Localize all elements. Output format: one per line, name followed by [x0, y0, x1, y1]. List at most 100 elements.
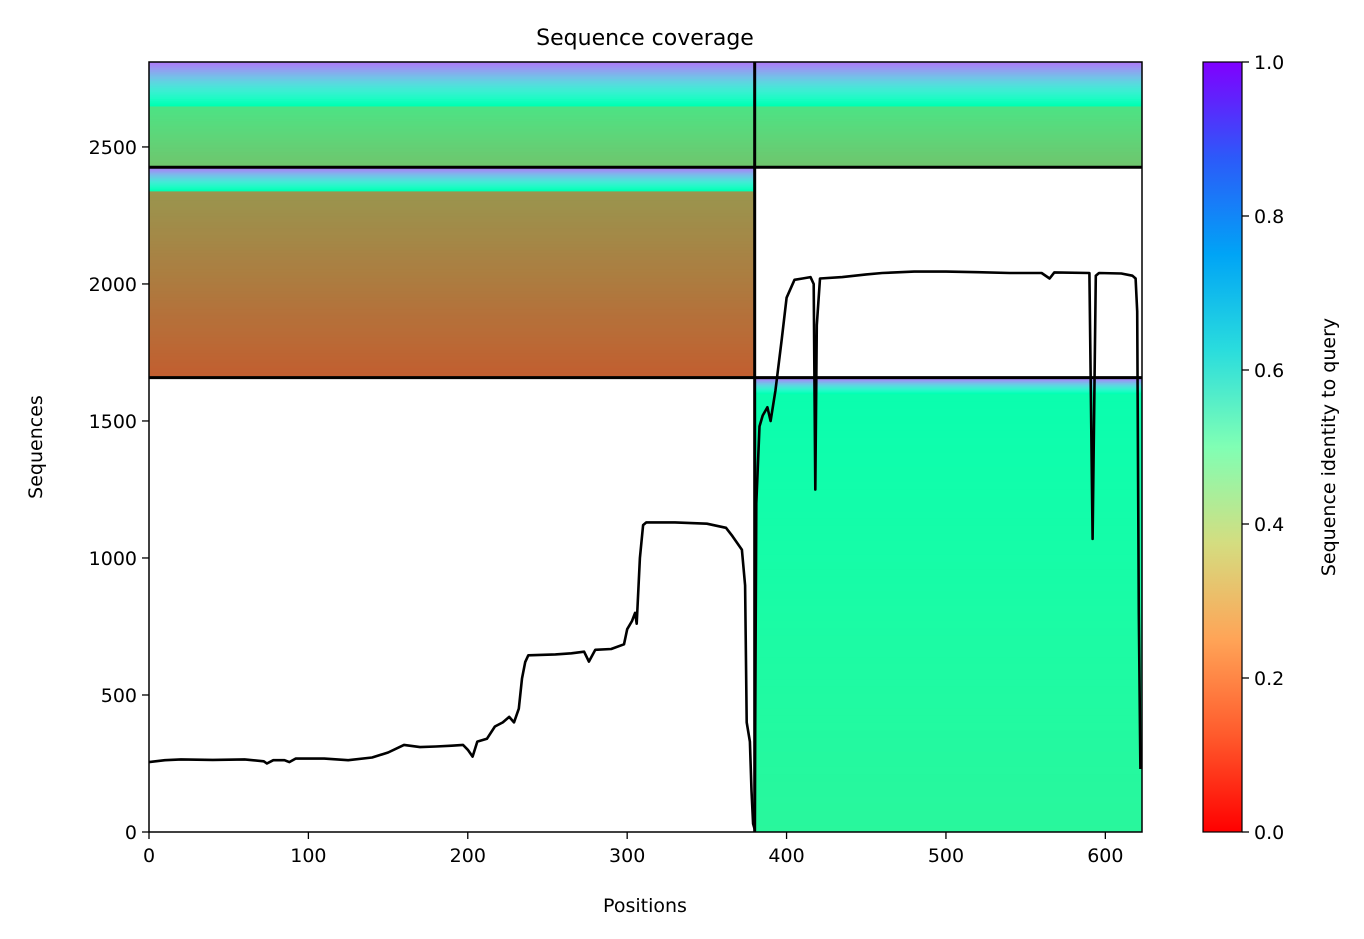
coverage-band: [754, 554, 1142, 563]
coverage-band: [754, 715, 1142, 723]
coverage-band: [149, 124, 1142, 126]
coverage-band: [149, 115, 1142, 117]
coverage-band: [149, 271, 755, 276]
coverage-band: [754, 773, 1142, 782]
coverage-band-header: [754, 390, 1142, 393]
coverage-band: [149, 163, 1142, 165]
alignment-block-chain-1-unpaired: [149, 167, 755, 379]
coverage-band: [149, 349, 755, 354]
coverage-band-header: [149, 89, 1142, 92]
y-axis-label: Sequences: [25, 395, 47, 499]
coverage-band: [754, 547, 1142, 555]
coverage-band-header: [754, 383, 1142, 385]
coverage-band: [149, 140, 1142, 143]
coverage-band: [149, 256, 755, 260]
coverage-band-header: [754, 390, 1142, 392]
coverage-band-header: [149, 168, 755, 170]
coverage-band: [149, 209, 755, 214]
x-tick-label: 500: [928, 845, 964, 867]
coverage-band: [149, 346, 755, 351]
coverage-band: [754, 620, 1142, 628]
coverage-band: [149, 137, 1142, 140]
coverage-band: [754, 795, 1142, 804]
coverage-band-header: [149, 72, 1142, 76]
coverage-band: [754, 751, 1142, 760]
coverage-band-header: [754, 388, 1142, 391]
coverage-band: [754, 649, 1142, 658]
x-tick-label: 200: [450, 845, 486, 867]
y-tick-label: 1000: [89, 548, 137, 570]
coverage-band: [754, 583, 1142, 592]
chart-title: Sequence coverage: [536, 26, 754, 51]
coverage-band: [149, 147, 1142, 150]
coverage-band-header: [149, 82, 1142, 85]
coverage-band: [149, 127, 1142, 129]
coverage-band: [149, 355, 755, 360]
coverage-band: [149, 206, 755, 211]
coverage-band: [149, 150, 1142, 153]
coverage-band: [149, 253, 755, 257]
coverage-band: [149, 365, 755, 369]
coverage-band-header: [149, 170, 755, 172]
coverage-band: [149, 246, 755, 251]
coverage-band-header: [149, 74, 1142, 78]
coverage-band-header: [149, 178, 755, 180]
coverage-band: [149, 237, 755, 242]
coverage-band: [754, 612, 1142, 621]
coverage-band: [754, 466, 1142, 475]
coverage-band: [754, 437, 1142, 446]
coverage-band: [754, 510, 1142, 519]
coverage-band: [149, 278, 755, 282]
coverage-band: [149, 309, 755, 313]
coverage-band-header: [149, 181, 755, 184]
coverage-band-header: [149, 83, 1142, 87]
coverage-band: [149, 299, 755, 304]
coverage-band: [149, 139, 1142, 142]
coverage-band: [149, 287, 755, 292]
coverage-band: [754, 737, 1142, 745]
coverage-band-header: [149, 172, 755, 174]
coverage-band: [754, 707, 1142, 716]
coverage-band: [149, 225, 755, 229]
coverage-band-header: [149, 63, 1142, 67]
coverage-band: [149, 296, 755, 301]
coverage-band: [149, 215, 755, 220]
coverage-band: [149, 203, 755, 207]
coverage-band: [754, 605, 1142, 614]
coverage-band: [149, 218, 755, 223]
coverage-band-header: [754, 391, 1142, 393]
coverage-band: [149, 234, 755, 239]
coverage-band: [754, 590, 1142, 599]
coverage-band: [754, 444, 1142, 453]
coverage-band-header: [149, 183, 755, 186]
coverage-band: [754, 452, 1142, 460]
coverage-band: [149, 129, 1142, 131]
coverage-band-header: [149, 71, 1142, 74]
coverage-band-header: [149, 188, 755, 191]
coverage-band: [754, 685, 1142, 694]
coverage-band: [149, 243, 755, 248]
coverage-band: [149, 352, 755, 357]
coverage-band: [149, 149, 1142, 152]
coverage-band: [754, 532, 1142, 541]
coverage-band: [754, 400, 1142, 409]
coverage-band: [754, 495, 1142, 504]
coverage-band-header: [754, 382, 1142, 385]
coverage-band: [754, 422, 1142, 431]
coverage-band: [149, 221, 755, 226]
coverage-band-header: [149, 180, 755, 183]
coverage-band-header: [754, 378, 1142, 381]
coverage-band: [754, 744, 1142, 753]
coverage-band: [149, 249, 755, 254]
coverage-band: [149, 154, 1142, 157]
coverage-band: [149, 128, 1142, 130]
coverage-band: [754, 729, 1142, 738]
coverage-band: [149, 158, 1142, 160]
coverage-band: [149, 164, 1142, 166]
coverage-band: [149, 160, 1142, 162]
coverage-band: [149, 153, 1142, 156]
coverage-band: [149, 330, 755, 335]
coverage-band: [149, 107, 1142, 110]
coverage-band: [149, 358, 755, 363]
coverage-band: [754, 824, 1142, 832]
